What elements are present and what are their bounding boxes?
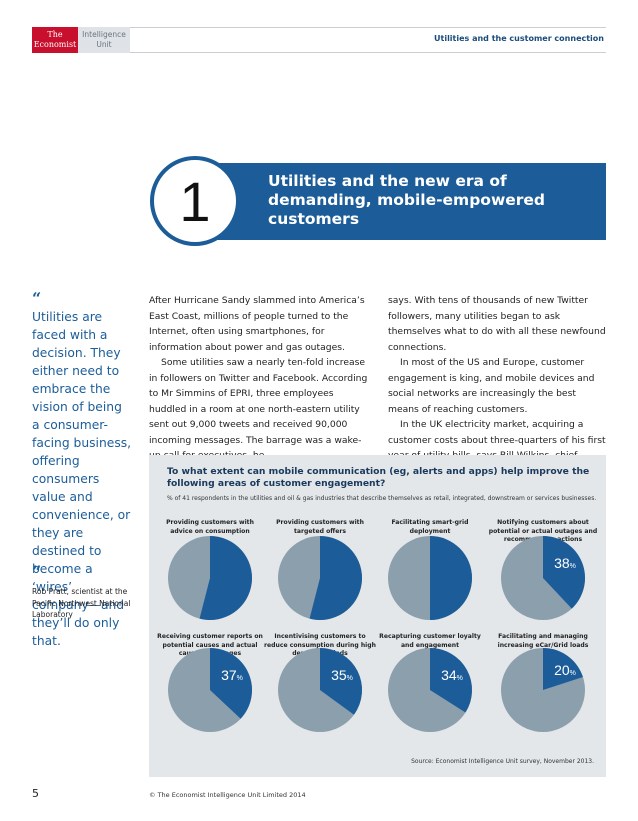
- close-quote-icon: ”: [32, 562, 42, 581]
- pie-slice-value: [543, 536, 586, 609]
- economist-logo-line1: The: [47, 30, 63, 39]
- pie-chart: 35%: [278, 648, 363, 732]
- copyright-notice: © The Economist Intelligence Unit Limite…: [149, 791, 306, 799]
- pie-chart: 50%: [388, 536, 472, 620]
- economist-logo: The Economist: [32, 27, 78, 53]
- pie-chart: 34%: [388, 648, 472, 732]
- chapter-number-badge: 1: [150, 156, 240, 246]
- pie-slice-value: [430, 648, 472, 713]
- body-column-2: says. With tens of thousands of new Twit…: [388, 293, 608, 464]
- body-paragraph: In most of the US and Europe, customer e…: [388, 357, 595, 415]
- pie-label: Facilitating smart-grid deployment: [391, 519, 469, 535]
- pie-value-label: 34%: [441, 667, 463, 683]
- header-rule: [130, 27, 606, 53]
- chart-source: Source: Economist Intelligence Unit surv…: [411, 758, 594, 765]
- eiu-logo: Intelligence Unit: [78, 27, 130, 53]
- pie-value-label: 54%: [337, 571, 359, 587]
- quote-attribution: Rob Pratt, scientist at the Pacific Nort…: [32, 587, 131, 619]
- eiu-logo-line2: Unit: [96, 40, 112, 49]
- body-paragraph: After Hurricane Sandy slammed into Ameri…: [149, 295, 365, 353]
- pie-label: Recapturing customer loyalty and engagem…: [379, 633, 481, 649]
- open-quote-icon: “: [32, 289, 42, 308]
- pie-value-label: 38%: [554, 555, 576, 571]
- pie-value-label: 37%: [221, 667, 243, 683]
- pie-label: Providing customers with targeted offers: [276, 519, 364, 535]
- body-paragraph: says. With tens of thousands of new Twit…: [388, 295, 606, 353]
- pie-chart: 37%: [168, 648, 253, 732]
- pie-chart: 38%: [501, 536, 586, 620]
- pie-value-label: 35%: [331, 667, 353, 683]
- pie-slice-value: [199, 536, 253, 620]
- pie-chart: 20%: [501, 648, 585, 732]
- body-column-1: After Hurricane Sandy slammed into Ameri…: [149, 293, 369, 464]
- pie-slice-value: [210, 648, 253, 719]
- chapter-title: Utilities and the new era of demanding, …: [268, 172, 546, 228]
- pie-value-label: 50%: [447, 571, 469, 587]
- pie-value-label: 20%: [554, 662, 576, 678]
- eiu-logo-line1: Intelligence: [82, 30, 126, 39]
- pie-label: Facilitating and managing increasing eCa…: [497, 633, 589, 649]
- pie-chart: 54%: [278, 536, 363, 620]
- pie-value-label: 54%: [227, 571, 249, 587]
- pie-slice-value: [543, 648, 583, 690]
- pie-slice-value: [309, 536, 363, 620]
- pie-label: Providing customers with advice on consu…: [166, 519, 254, 535]
- pull-quote: Utilities are faced with a decision. The…: [32, 310, 132, 648]
- pie-slice-value: [320, 648, 363, 715]
- page-number: 5: [32, 787, 39, 800]
- chart-title: To what extent can mobile communication …: [167, 466, 590, 489]
- pie-chart: 54%: [168, 536, 253, 620]
- chapter-banner: [178, 163, 606, 240]
- chapter-number: 1: [179, 170, 211, 233]
- chart-subtitle: % of 41 respondents in the utilities and…: [167, 495, 597, 502]
- economist-logo-line2: Economist: [33, 40, 77, 49]
- report-title: Utilities and the customer connection: [434, 34, 604, 43]
- body-paragraph: Some utilities saw a nearly ten-fold inc…: [149, 357, 368, 461]
- pie-slice-value: [430, 536, 472, 620]
